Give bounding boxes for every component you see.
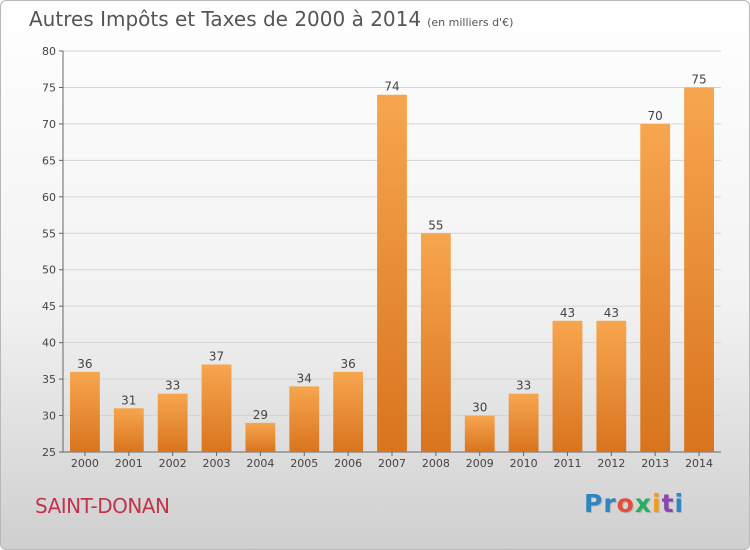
x-tick-label: 2001 <box>115 457 143 470</box>
x-tick-label: 2005 <box>290 457 318 470</box>
y-tick-label: 60 <box>42 191 56 204</box>
x-tick-label: 2014 <box>685 457 713 470</box>
value-label: 55 <box>428 218 443 232</box>
x-tick-label: 2006 <box>334 457 362 470</box>
y-tick-label: 75 <box>42 81 56 94</box>
x-tick-label: 2011 <box>553 457 581 470</box>
bar-2006 <box>333 371 364 452</box>
value-label: 37 <box>209 350 224 364</box>
bar-2002 <box>157 393 188 452</box>
x-tick-label: 2003 <box>203 457 231 470</box>
x-tick-label: 2002 <box>159 457 187 470</box>
value-label: 29 <box>253 408 268 422</box>
y-tick-label: 50 <box>42 264 56 277</box>
x-tick-label: 2013 <box>641 457 669 470</box>
logo-letter: P <box>584 489 604 518</box>
bar-2005 <box>289 386 320 452</box>
value-label: 36 <box>77 357 92 371</box>
bar-2010 <box>508 393 539 452</box>
value-labels: 36 31 33 37 29 34 36 74 55 30 33 43 43 70 75 <box>77 72 706 421</box>
x-tick-label: 2008 <box>422 457 450 470</box>
bar-2014 <box>684 87 714 453</box>
bar-2003 <box>201 364 232 452</box>
value-label: 74 <box>384 80 399 94</box>
value-label: 31 <box>121 393 136 407</box>
y-tick-label: 35 <box>42 373 56 386</box>
value-label: 33 <box>165 379 180 393</box>
logo-letter: i <box>652 489 662 518</box>
bar-2000 <box>70 371 100 452</box>
y-tick-label: 55 <box>42 227 56 240</box>
value-label: 75 <box>691 72 706 86</box>
bar-2013 <box>640 123 671 452</box>
x-tick-label: 2009 <box>466 457 494 470</box>
proxiti-logo[interactable]: Proxiti <box>584 489 684 518</box>
x-tick-label: 2010 <box>510 457 538 470</box>
x-tick-label: 2000 <box>71 457 99 470</box>
y-tick-label: 45 <box>42 300 56 313</box>
value-label: 43 <box>604 306 619 320</box>
value-label: 34 <box>297 371 312 385</box>
y-tick-label: 30 <box>42 410 56 423</box>
logo-letter: o <box>616 489 635 518</box>
y-tick-label: 70 <box>42 118 56 131</box>
bar-2012 <box>596 320 627 452</box>
logo-letter: r <box>603 489 617 518</box>
y-tick-label: 40 <box>42 337 56 350</box>
bar-2009 <box>464 415 495 452</box>
bar-2004 <box>245 422 276 452</box>
value-label: 70 <box>648 109 663 123</box>
bar-2007 <box>377 94 407 452</box>
value-label: 36 <box>340 357 355 371</box>
chart-title: Autres Impôts et Taxes de 2000 à 2014 (en… <box>29 7 513 31</box>
x-tick-label: 2007 <box>378 457 406 470</box>
y-tick-label: 80 <box>42 45 56 58</box>
value-label: 43 <box>560 306 575 320</box>
bar-2011 <box>552 320 583 452</box>
y-tick-label: 25 <box>42 446 56 459</box>
x-tick-label: 2012 <box>597 457 625 470</box>
logo-letter: x <box>634 489 652 518</box>
logo-letter: t <box>661 489 675 518</box>
bar-2008 <box>420 233 451 452</box>
y-tick-label: 65 <box>42 154 56 167</box>
bar-2001 <box>113 408 144 452</box>
value-label: 30 <box>472 401 487 415</box>
bars <box>70 87 714 453</box>
chart-subtitle: (en milliers d'€) <box>427 16 514 29</box>
value-label: 33 <box>516 379 531 393</box>
commune-name: SAINT-DONAN <box>35 494 170 518</box>
x-tick-label: 2004 <box>246 457 274 470</box>
title-text: Autres Impôts et Taxes de 2000 à 2014 <box>29 7 422 31</box>
logo-letter: i <box>674 489 685 518</box>
